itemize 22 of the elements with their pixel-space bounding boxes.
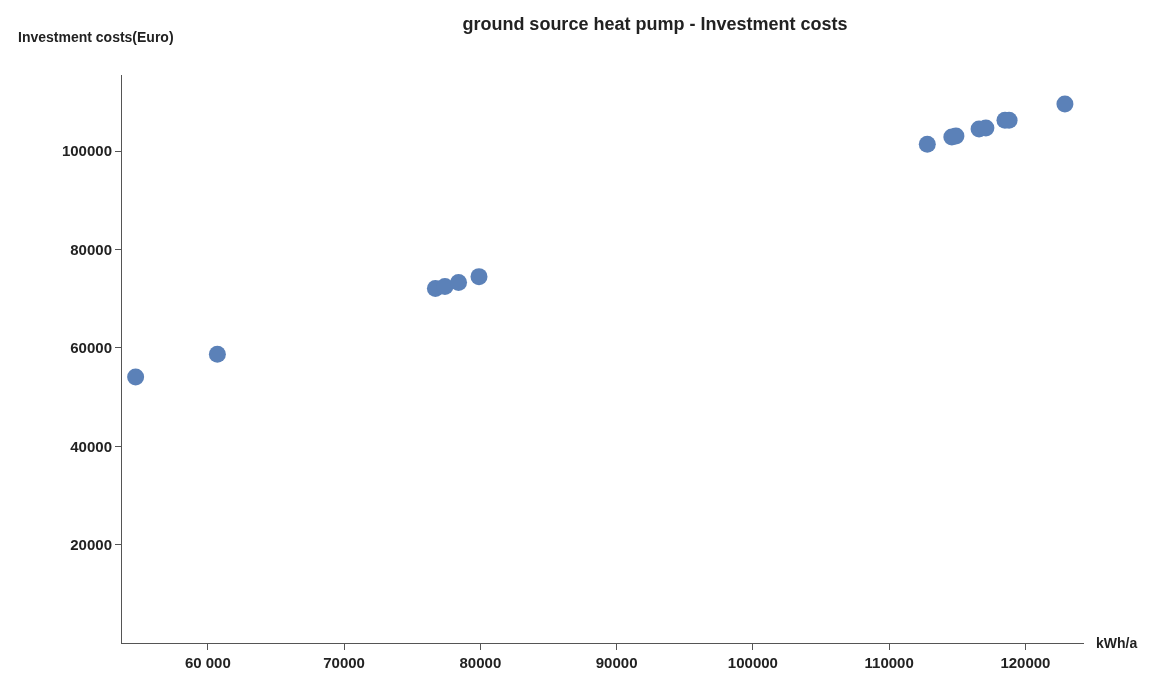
x-tick-label: 90000	[595, 654, 638, 671]
x-tick-label: 60 000	[184, 654, 231, 671]
point	[208, 345, 226, 363]
x-tick-label: 110000	[864, 654, 914, 671]
x-tick-label: 100000	[727, 654, 778, 671]
x-tick-label: 80000	[459, 654, 502, 671]
point	[127, 368, 145, 386]
point	[450, 274, 468, 292]
point	[1056, 95, 1074, 113]
point	[470, 268, 488, 286]
chart-title: ground source heat pump - Investment costs	[462, 13, 848, 34]
y-tick-label: 40000	[70, 437, 112, 455]
point	[436, 277, 454, 295]
y-tick-label: 100000	[61, 142, 112, 160]
y-tick-label: 60000	[70, 339, 112, 357]
x-axis-title: kWh/a	[1096, 635, 1138, 651]
x-tick-label: 70000	[323, 654, 365, 671]
point	[918, 135, 936, 153]
x-tick-label: 120000	[1000, 654, 1051, 671]
y-axis-title: Investment costs(Euro)	[18, 29, 174, 45]
y-tick-label: 80000	[70, 240, 112, 258]
y-tick-label: 20000	[70, 535, 112, 553]
